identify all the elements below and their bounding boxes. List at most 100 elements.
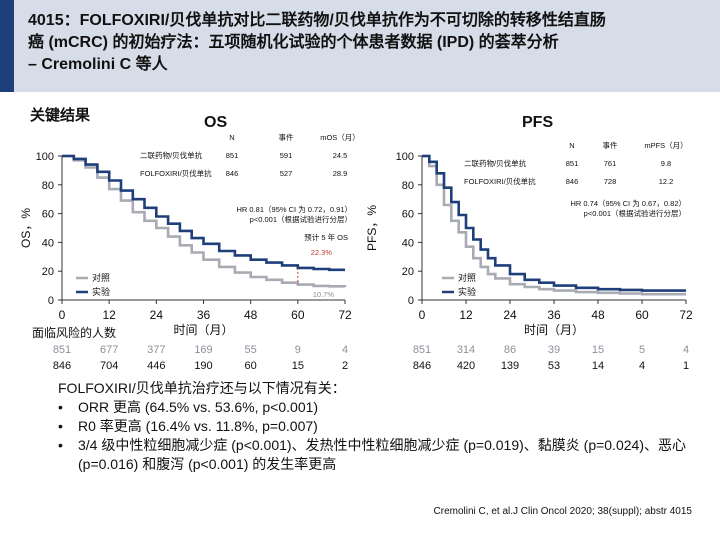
pfs-x-tick-label: 24 xyxy=(503,308,517,322)
os-hr-text: HR 0.81（95% CI 为 0.72，0.91） xyxy=(237,204,352,214)
os-x-tick-label: 36 xyxy=(197,308,211,322)
os-experimental-curve xyxy=(62,154,345,272)
pfs-at-risk-control: 851 xyxy=(413,344,431,356)
pfs-y-tick-label: 0 xyxy=(408,295,414,307)
os-at-risk-control: 851 xyxy=(53,344,71,356)
os-x-axis-label: 时间（月） xyxy=(173,323,233,337)
pfs-table-row-label: 二联药物/贝伐单抗 xyxy=(464,158,527,168)
pfs-table-row-label: FOLFOXIRI/贝伐单抗 xyxy=(464,176,536,186)
os-table-events: 591 xyxy=(280,151,293,160)
pfs-y-tick-label: 80 xyxy=(402,180,414,192)
pfs-x-tick-label: 72 xyxy=(679,308,693,322)
pfs-legend-experimental-label: 实验 xyxy=(458,286,476,297)
pfs-x-axis-label: 时间（月） xyxy=(524,323,584,337)
pfs-at-risk-experimental: 53 xyxy=(548,360,560,372)
os-y-tick-label: 80 xyxy=(42,180,54,192)
os-table-header: mOS（月） xyxy=(320,133,360,142)
pfs-p-value-text: p<0.001（根据试验进行分层） xyxy=(584,208,686,218)
pfs-at-risk-experimental: 1 xyxy=(683,360,689,372)
os-table-median: 24.5 xyxy=(333,151,348,160)
os-chart-title: OS xyxy=(204,114,228,131)
pfs-y-tick-label: 60 xyxy=(402,209,414,221)
os-at-risk-control: 55 xyxy=(245,344,257,356)
pfs-control-curve xyxy=(422,154,686,296)
os-at-risk-experimental: 2 xyxy=(342,360,348,372)
os-table-events: 527 xyxy=(280,169,293,178)
pfs-at-risk-experimental: 139 xyxy=(501,360,519,372)
pfs-y-tick-label: 40 xyxy=(402,237,414,249)
pfs-y-axis-label: PFS，% xyxy=(365,205,379,251)
os-5yr-control-value: 10.7% xyxy=(313,290,335,299)
os-x-tick-label: 48 xyxy=(244,308,258,322)
os-5yr-annotation: 预计 5 年 OS xyxy=(304,232,348,242)
os-y-tick-label: 60 xyxy=(42,209,54,221)
pfs-x-tick-label: 60 xyxy=(635,308,649,322)
key-results-label: 关键结果 xyxy=(30,107,91,124)
os-table-median: 28.9 xyxy=(333,169,348,178)
pfs-table-median: 12.2 xyxy=(659,177,674,186)
os-x-tick-label: 24 xyxy=(150,308,164,322)
os-y-axis-label: OS，% xyxy=(19,208,33,248)
pfs-y-tick-label: 100 xyxy=(396,151,414,163)
pfs-at-risk-control: 15 xyxy=(592,344,604,356)
pfs-at-risk-control: 39 xyxy=(548,344,560,356)
summary-bullet: R0 率更高 (16.4% vs. 11.8%, p=0.007) xyxy=(58,417,698,436)
os-y-tick-label: 20 xyxy=(42,266,54,278)
os-table-row-label: FOLFOXIRI/贝伐单抗 xyxy=(140,168,212,178)
summary-block: FOLFOXIRI/贝伐单抗治疗还与以下情况有关： ORR 更高 (64.5% … xyxy=(58,379,698,474)
pfs-table-events: 761 xyxy=(604,159,617,168)
citation: Cremolini C, et al.J Clin Oncol 2020; 38… xyxy=(433,506,692,517)
pfs-chart-title: PFS xyxy=(522,114,554,131)
summary-list: ORR 更高 (64.5% vs. 53.6%, p<0.001) R0 率更高… xyxy=(58,398,698,474)
os-x-tick-label: 0 xyxy=(59,308,66,322)
os-legend-experimental-label: 实验 xyxy=(92,286,110,297)
os-y-tick-label: 0 xyxy=(48,295,54,307)
summary-lead: FOLFOXIRI/贝伐单抗治疗还与以下情况有关： xyxy=(58,380,346,396)
os-at-risk-experimental: 190 xyxy=(194,360,212,372)
pfs-table-n: 851 xyxy=(566,159,579,168)
slide-title: 4015：FOLFOXIRI/贝伐单抗对比二联药物/贝伐单抗作为不可切除的转移性… xyxy=(28,10,708,76)
os-x-tick-label: 72 xyxy=(338,308,352,322)
pfs-at-risk-experimental: 14 xyxy=(592,360,604,372)
os-table-header: 事件 xyxy=(279,132,294,142)
os-p-value-text: p<0.001（根据试验进行分层） xyxy=(250,214,352,224)
os-x-tick-label: 60 xyxy=(291,308,305,322)
os-at-risk-control: 677 xyxy=(100,344,118,356)
os-at-risk-experimental: 846 xyxy=(53,360,71,372)
os-at-risk-experimental: 704 xyxy=(100,360,118,372)
os-at-risk-label: 面临风险的人数 xyxy=(32,325,116,340)
summary-bullet: ORR 更高 (64.5% vs. 53.6%, p<0.001) xyxy=(58,398,698,417)
os-y-tick-label: 100 xyxy=(36,151,54,163)
os-5yr-experimental-value: 22.3% xyxy=(311,248,333,257)
pfs-x-tick-label: 12 xyxy=(459,308,473,322)
os-table-header: N xyxy=(229,133,234,142)
os-y-tick-label: 40 xyxy=(42,237,54,249)
pfs-table-events: 728 xyxy=(604,177,617,186)
title-line-3: – Cremolini C 等人 xyxy=(28,56,168,73)
os-at-risk-experimental: 15 xyxy=(292,360,304,372)
pfs-table-median: 9.8 xyxy=(661,159,671,168)
title-line-2: 癌 (mCRC) 的初始疗法：五项随机化试验的个体患者数据 (IPD) 的荟萃分… xyxy=(28,34,559,51)
header-accent-bar xyxy=(0,0,14,92)
os-legend-control-label: 对照 xyxy=(92,272,110,283)
pfs-at-risk-control: 86 xyxy=(504,344,516,356)
os-at-risk-experimental: 60 xyxy=(245,360,257,372)
os-at-risk-control: 4 xyxy=(342,344,348,356)
pfs-at-risk-control: 4 xyxy=(683,344,689,356)
pfs-at-risk-experimental: 4 xyxy=(639,360,645,372)
os-at-risk-experimental: 446 xyxy=(147,360,165,372)
os-x-tick-label: 12 xyxy=(102,308,116,322)
os-table-row-label: 二联药物/贝伐单抗 xyxy=(140,150,203,160)
pfs-hr-text: HR 0.74（95% CI 为 0.67，0.82） xyxy=(571,198,686,208)
pfs-at-risk-control: 314 xyxy=(457,344,475,356)
summary-bullet: 3/4 级中性粒细胞减少症 (p<0.001)、发热性中性粒细胞减少症 (p=0… xyxy=(58,436,698,474)
pfs-table-header: N xyxy=(569,141,574,150)
pfs-x-tick-label: 48 xyxy=(591,308,605,322)
os-at-risk-control: 169 xyxy=(194,344,212,356)
header-banner: 4015：FOLFOXIRI/贝伐单抗对比二联药物/贝伐单抗作为不可切除的转移性… xyxy=(0,0,720,92)
pfs-x-tick-label: 0 xyxy=(419,308,426,322)
pfs-at-risk-experimental: 846 xyxy=(413,360,431,372)
pfs-table-header: mPFS（月） xyxy=(644,141,687,150)
pfs-x-tick-label: 36 xyxy=(547,308,561,322)
pfs-table-n: 846 xyxy=(566,177,579,186)
